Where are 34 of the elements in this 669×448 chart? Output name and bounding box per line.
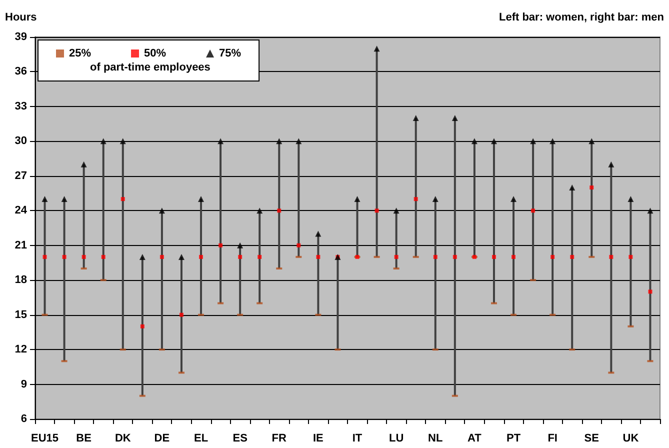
y-tick-label: 24 [14, 204, 28, 217]
y-tick-label: 6 [20, 413, 27, 425]
y-tick-label: 39 [14, 31, 27, 43]
x-tick-label: IE [313, 432, 324, 444]
x-tick-label: BE [76, 432, 92, 444]
y-axis-title: Hours [5, 12, 37, 24]
legend-title: of part-time employees [90, 62, 210, 74]
x-tick-label: EU15 [31, 432, 59, 444]
y-tick-label: 33 [14, 100, 27, 112]
x-tick-label: DK [114, 432, 131, 444]
y-tick-label: 15 [14, 308, 27, 321]
x-tick-label: LU [388, 432, 404, 444]
y-tick-label: 36 [14, 66, 27, 78]
y-tick-label: 18 [14, 274, 27, 286]
x-tick-label: FR [272, 432, 287, 444]
x-tick-label: PT [506, 432, 521, 444]
x-tick-label: NL [428, 432, 443, 444]
y-tick-label: 27 [14, 170, 27, 182]
legend-label: 75% [219, 48, 242, 60]
legend-label: 50% [144, 48, 166, 60]
x-tick-label: ES [232, 432, 248, 444]
x-tick-label: EL [194, 432, 208, 444]
y-tick-label: 21 [14, 239, 27, 252]
x-tick-label: SE [584, 432, 599, 444]
x-tick-label: DE [154, 432, 170, 444]
x-tick-label: FI [548, 432, 558, 444]
x-tick-label: IT [352, 432, 362, 444]
y-tick-label: 9 [20, 378, 27, 390]
x-tick-label: UK [622, 432, 639, 444]
y-tick-label: 30 [14, 135, 27, 148]
text: Left bar: women, right bar: men [498, 12, 664, 24]
y-tick-label: 12 [14, 344, 27, 356]
legend-label: 25% [69, 48, 92, 60]
x-tick-label: AT [468, 432, 482, 444]
